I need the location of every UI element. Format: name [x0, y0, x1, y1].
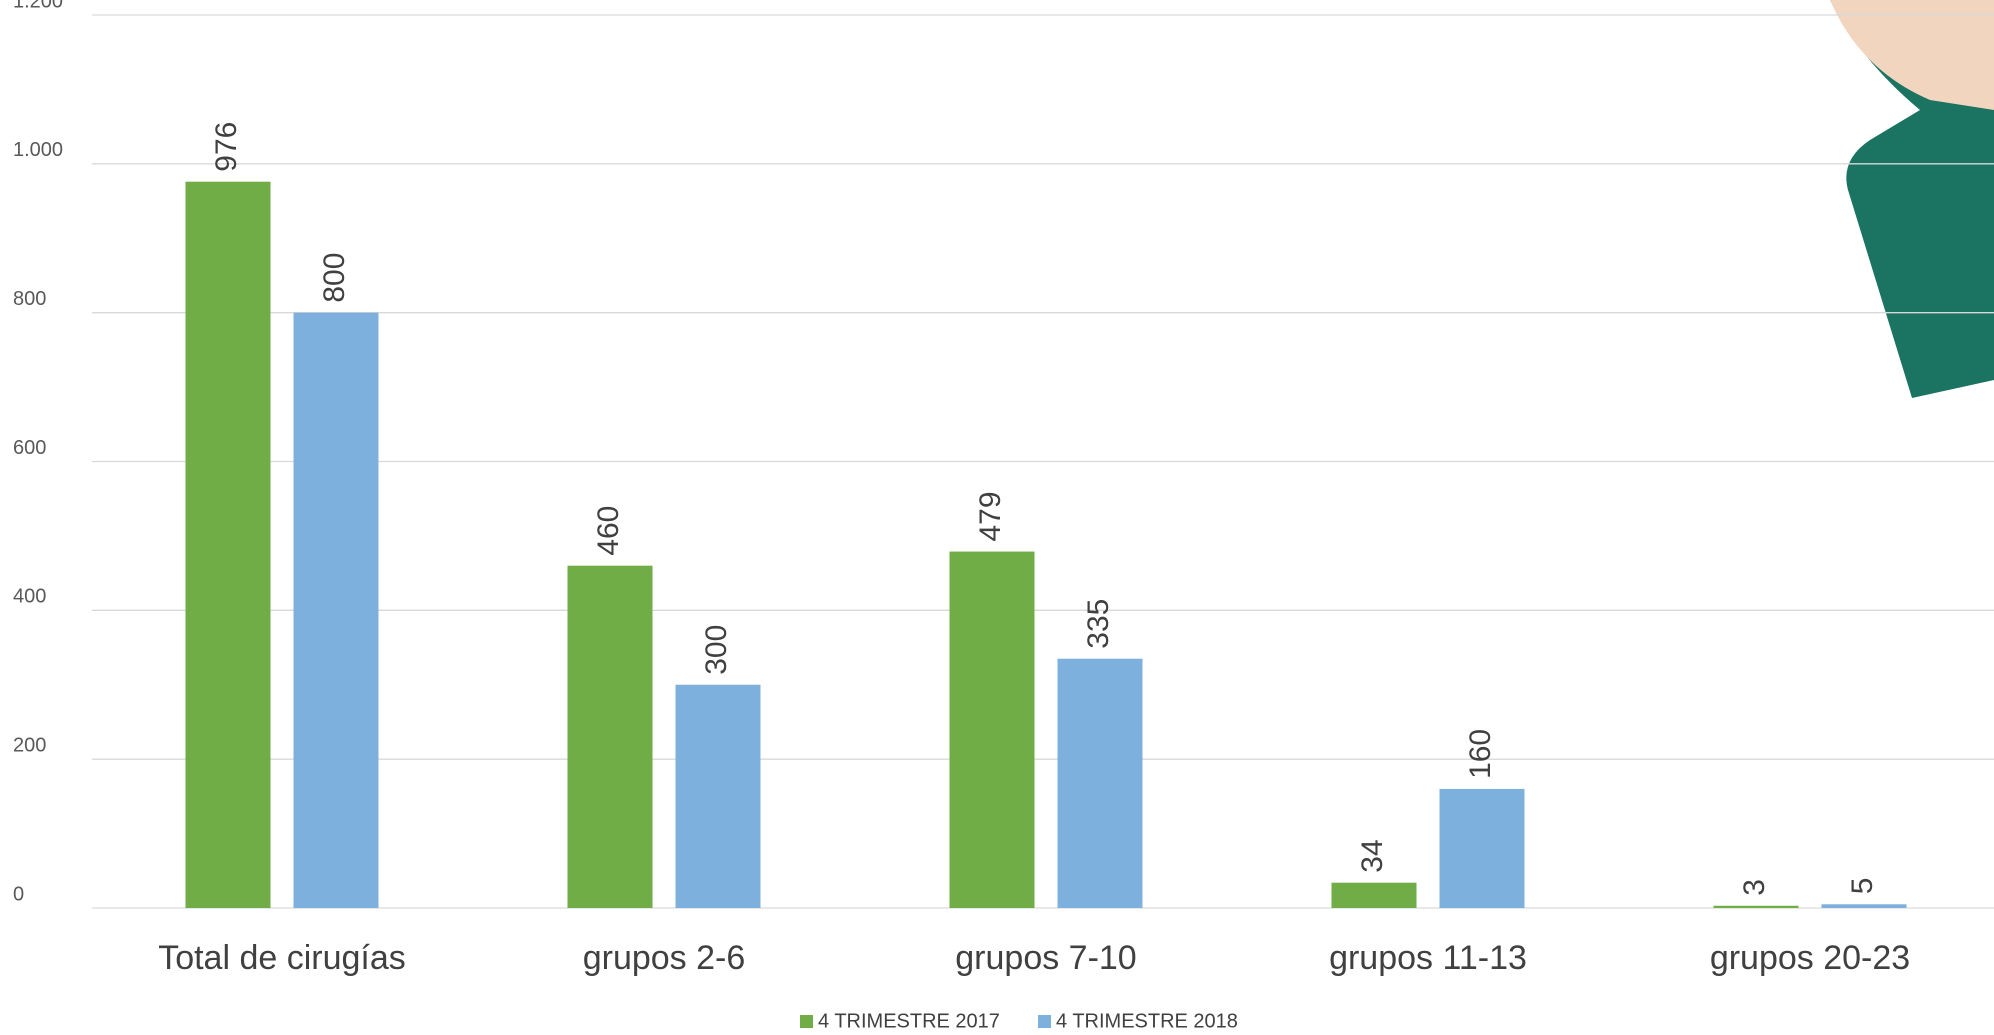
bar: [1714, 906, 1799, 908]
x-tick-label: grupos 20-23: [1710, 939, 1910, 977]
bar: [186, 182, 271, 908]
value-label: 3: [1738, 879, 1771, 896]
y-tick-label: 0: [13, 883, 24, 905]
x-tick-label: grupos 11-13: [1329, 939, 1527, 977]
bar: [950, 552, 1035, 908]
bar: [1058, 659, 1143, 908]
y-tick-label: 200: [13, 734, 46, 756]
bar: [1822, 904, 1907, 908]
value-label: 335: [1082, 599, 1115, 649]
bar: [1332, 883, 1417, 908]
bar: [294, 313, 379, 908]
value-label: 34: [1356, 839, 1389, 872]
y-tick-label: 600: [13, 437, 46, 459]
bar: [1440, 789, 1525, 908]
value-label: 479: [974, 491, 1007, 541]
x-tick-label: grupos 2-6: [583, 939, 746, 977]
bar: [568, 566, 653, 908]
value-label: 460: [592, 506, 625, 556]
x-tick-label: Total de cirugías: [158, 939, 406, 977]
decoration: [1830, 0, 1994, 398]
value-label: 800: [318, 253, 351, 303]
legend-label: 4 TRIMESTRE 2017: [818, 1010, 1000, 1032]
x-tick-label: grupos 7-10: [955, 939, 1136, 977]
y-tick-label: 1.000: [13, 139, 63, 161]
value-label: 976: [210, 122, 243, 172]
value-label: 300: [700, 625, 733, 675]
chart: 0 200 400 600 800 1.000 1.200 Total de cirugías…: [0, 0, 1994, 1035]
y-tick-label: 400: [13, 586, 46, 608]
y-tick-label: 800: [13, 288, 46, 310]
y-tick-label: 1.200: [13, 0, 63, 12]
value-label: 160: [1464, 729, 1497, 779]
bar: [676, 685, 761, 908]
legend-swatch: [1038, 1015, 1051, 1028]
legend-swatch: [800, 1015, 813, 1028]
value-label: 5: [1846, 878, 1879, 895]
legend-label: 4 TRIMESTRE 2018: [1056, 1010, 1238, 1032]
